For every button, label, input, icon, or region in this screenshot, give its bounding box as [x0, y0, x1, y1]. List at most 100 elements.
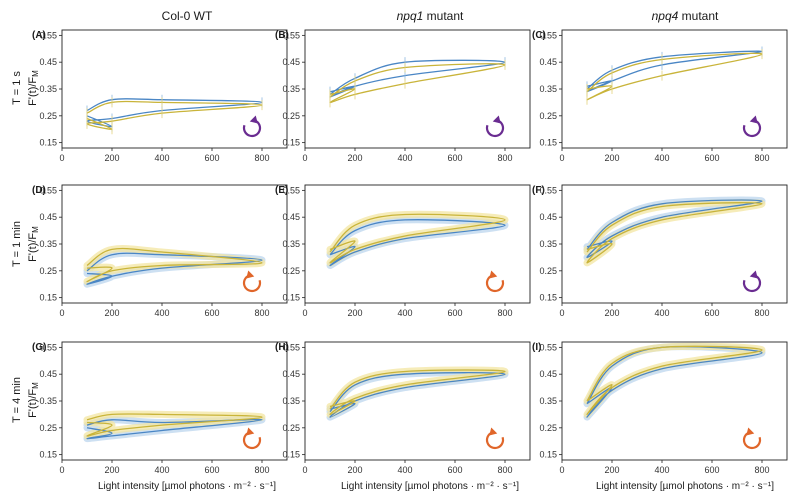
series-line-blue	[586, 199, 763, 259]
svg-text:T = 4 min: T = 4 min	[11, 377, 23, 423]
x-tick-label: 0	[302, 465, 307, 475]
x-tick-label: 600	[204, 308, 219, 318]
panel-label: (E)	[275, 185, 288, 196]
x-tick-label: 800	[754, 465, 769, 475]
y-tick-label: 0.45	[539, 212, 557, 222]
svg-text:F'(t)/FM: F'(t)/FM	[27, 226, 40, 262]
x-tick-label: 400	[654, 153, 669, 163]
y-tick-label: 0.25	[39, 423, 57, 433]
series-line-yellow	[586, 345, 763, 416]
y-axis-label-2: F'(t)/FM	[27, 226, 40, 262]
x-tick-label: 600	[447, 153, 462, 163]
panel-g: (G) 0.15 0.25 0.35 0.45 0.55 0 200 400 600 800	[32, 341, 288, 475]
series-line-blue	[86, 252, 263, 285]
y-tick-label: 0.25	[39, 266, 57, 276]
y-tick-label: 0.35	[539, 84, 557, 94]
confidence-band-yellow	[583, 342, 766, 418]
x-tick-label: 200	[104, 465, 119, 475]
svg-text:F'(t)/FM: F'(t)/FM	[27, 70, 40, 106]
plot-frame	[561, 29, 788, 149]
clockwise-arrow-icon	[485, 270, 505, 293]
x-tick-label: 200	[604, 465, 619, 475]
panel-label: (C)	[532, 30, 546, 41]
x-tick-label: 800	[254, 465, 269, 475]
panel-label: (A)	[32, 30, 46, 41]
x-tick-label: 200	[347, 465, 362, 475]
x-tick-label: 200	[604, 153, 619, 163]
x-tick-label: 200	[604, 308, 619, 318]
clockwise-arrow-icon	[242, 427, 262, 450]
y-tick-label: 0.55	[539, 185, 557, 195]
panel-a: (A) 0.15 0.25 0.35 0.45 0.55 0 200 400 600 800	[32, 29, 288, 163]
y-tick-label: 0.55	[539, 30, 557, 40]
x-tick-label: 200	[104, 153, 119, 163]
series-line-yellow	[329, 63, 506, 104]
panel-f: (F) 0.15 0.25 0.35 0.45 0.55 0 200 400 600 800	[532, 184, 788, 318]
x-tick-label: 400	[397, 465, 412, 475]
x-tick-label: 800	[754, 153, 769, 163]
row-label-1: T = 1 s	[11, 71, 23, 105]
panel-label: (I)	[532, 342, 541, 353]
y-tick-label: 0.35	[282, 239, 300, 249]
y-tick-label: 0.15	[39, 138, 57, 148]
panels: (A)0.150.250.350.450.550 200 400 600 800(B)0…	[32, 29, 788, 475]
x-tick-label: 200	[347, 308, 362, 318]
x-tick-label: 800	[254, 153, 269, 163]
y-tick-label: 0.15	[282, 450, 300, 460]
y-tick-label: 0.45	[282, 369, 300, 379]
x-tick-label: 200	[104, 308, 119, 318]
y-tick-label: 0.45	[39, 57, 57, 67]
x-tick-label: 0	[302, 153, 307, 163]
x-tick-label: 800	[497, 308, 512, 318]
series-line-yellow	[586, 52, 763, 101]
panel-e: (E) 0.15 0.25 0.35 0.45 0.55 0 200 400 600 800	[275, 184, 531, 318]
x-tick-label: 400	[397, 308, 412, 318]
y-axis-label-1: F'(t)/FM	[27, 70, 40, 106]
series-line-yellow	[86, 247, 263, 283]
column-header-3: npq4 mutant	[652, 9, 719, 23]
series-line-blue	[586, 50, 763, 93]
y-tick-label: 0.15	[39, 450, 57, 460]
x-tick-label: 0	[559, 153, 564, 163]
y-tick-label: 0.35	[282, 396, 300, 406]
series-line-yellow	[586, 202, 763, 264]
x-tick-label: 800	[754, 308, 769, 318]
x-tick-label: 600	[447, 465, 462, 475]
y-tick-label: 0.55	[282, 342, 300, 352]
x-tick-label: 400	[154, 465, 169, 475]
x-axis-label-1: Light intensity [µmol photons · m⁻² · s⁻…	[98, 481, 276, 492]
x-tick-label: 400	[154, 153, 169, 163]
y-tick-label: 0.15	[539, 293, 557, 303]
series-line-yellow	[329, 213, 506, 264]
x-tick-label: 0	[559, 308, 564, 318]
column-header-1: Col-0 WT	[162, 9, 213, 23]
y-tick-label: 0.55	[282, 30, 300, 40]
y-tick-label: 0.25	[539, 423, 557, 433]
panel-d: (D) 0.15 0.25 0.35 0.45 0.55 0 200 400 600 800	[32, 184, 288, 318]
y-tick-label: 0.15	[282, 138, 300, 148]
panel-h: (H) 0.15 0.25 0.35 0.45 0.55 0 200 400 600 800	[275, 341, 531, 475]
y-tick-label: 0.15	[39, 293, 57, 303]
series-line-yellow	[329, 369, 506, 416]
series-line-blue	[329, 372, 506, 418]
x-tick-label: 0	[302, 308, 307, 318]
series-line-yellow	[86, 100, 263, 130]
x-tick-label: 0	[59, 465, 64, 475]
svg-text:T = 1 min: T = 1 min	[11, 221, 23, 267]
column-header-2: npq1 mutant	[397, 9, 464, 23]
series-line-yellow	[86, 413, 263, 437]
y-tick-label: 0.45	[539, 57, 557, 67]
y-tick-label: 0.25	[282, 111, 300, 121]
counterclockwise-arrow-icon	[742, 270, 762, 293]
panel-label: (H)	[275, 342, 289, 353]
y-tick-label: 0.45	[539, 369, 557, 379]
clockwise-arrow-icon	[242, 270, 262, 293]
y-tick-label: 0.55	[282, 185, 300, 195]
series-line-blue	[586, 346, 763, 418]
y-tick-label: 0.55	[39, 30, 57, 40]
y-tick-label: 0.45	[282, 212, 300, 222]
y-tick-label: 0.35	[39, 239, 57, 249]
y-axis-label-3: F'(t)/FM	[27, 382, 40, 418]
y-tick-label: 0.25	[539, 111, 557, 121]
panel-label: (D)	[32, 185, 46, 196]
